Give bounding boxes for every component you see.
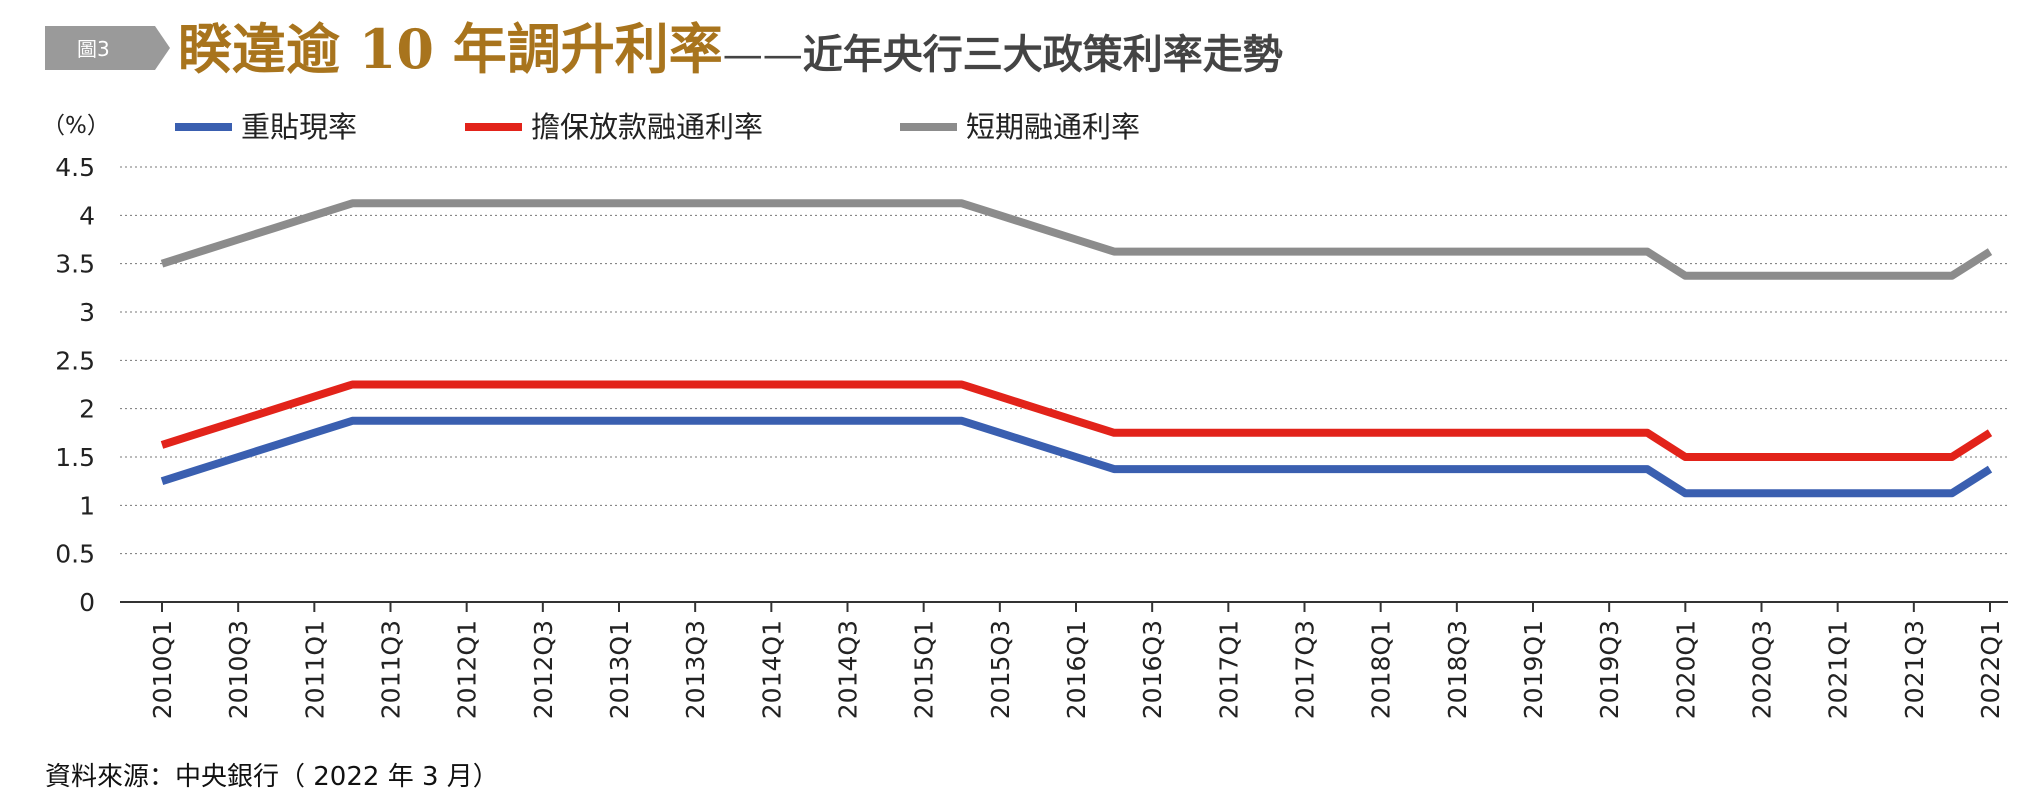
chart-title: 睽違逾 10 年調升利率——近年央行三大政策利率走勢 bbox=[178, 17, 1283, 81]
x-tick-label: 2020Q1 bbox=[1671, 620, 1700, 719]
y-tick-label: 4.5 bbox=[55, 153, 95, 182]
y-axis-ticks: 0 0.5 1 1.5 2 2.5 3 3.5 4 4.5 bbox=[55, 153, 95, 617]
source-note: 資料來源：中央銀行（ 2022 年 3 月） bbox=[45, 762, 499, 792]
series-line bbox=[160, 380, 1993, 461]
y-tick-label: 0.5 bbox=[55, 540, 95, 569]
figure-badge bbox=[45, 26, 170, 70]
x-axis-ticks: 2010Q1 2010Q3 2011Q1 2011Q3 2012Q1 2012Q3 2013… bbox=[148, 602, 2005, 719]
x-tick-label: 2021Q1 bbox=[1824, 620, 1853, 719]
y-tick-label: 3 bbox=[79, 298, 95, 327]
figure-badge-label: 圖3 bbox=[77, 37, 110, 61]
x-tick-label: 2013Q1 bbox=[605, 620, 634, 719]
x-tick-label: 2011Q1 bbox=[300, 620, 329, 719]
x-tick-label: 2020Q3 bbox=[1748, 620, 1777, 719]
x-tick-label: 2018Q1 bbox=[1367, 620, 1396, 719]
chart-subtitle: 近年央行三大政策利率走勢 bbox=[803, 31, 1283, 78]
x-tick-label: 2019Q1 bbox=[1519, 620, 1548, 719]
x-tick-label: 2017Q1 bbox=[1214, 620, 1243, 719]
x-tick-label: 2014Q3 bbox=[834, 620, 863, 719]
chart-series bbox=[160, 199, 1993, 498]
y-tick-label: 0 bbox=[79, 588, 95, 617]
y-tick-label: 1.5 bbox=[55, 443, 95, 472]
y-axis-unit-label: （%） bbox=[42, 113, 110, 139]
x-tick-label: 2021Q3 bbox=[1900, 620, 1929, 719]
series-line bbox=[160, 416, 1993, 498]
y-tick-label: 2 bbox=[79, 395, 95, 424]
legend-label: 短期融通利率 bbox=[966, 110, 1140, 144]
x-tick-label: 2015Q1 bbox=[910, 620, 939, 719]
x-tick-label: 2019Q3 bbox=[1595, 620, 1624, 719]
y-tick-label: 4 bbox=[79, 201, 95, 230]
chart-title-dash: —— bbox=[723, 32, 803, 78]
x-tick-label: 2016Q1 bbox=[1062, 620, 1091, 719]
chart-legend: 重貼現率 擔保放款融通利率 短期融通利率 bbox=[175, 110, 1140, 144]
y-tick-label: 3.5 bbox=[55, 250, 95, 279]
x-tick-label: 2015Q3 bbox=[986, 620, 1015, 719]
x-tick-label: 2018Q3 bbox=[1443, 620, 1472, 719]
x-tick-label: 2022Q1 bbox=[1976, 620, 2005, 719]
x-tick-label: 2012Q1 bbox=[453, 620, 482, 719]
x-tick-label: 2016Q3 bbox=[1138, 620, 1167, 719]
x-tick-label: 2011Q3 bbox=[377, 620, 406, 719]
legend-label: 重貼現率 bbox=[241, 110, 357, 144]
x-tick-label: 2012Q3 bbox=[529, 620, 558, 719]
x-tick-label: 2010Q1 bbox=[148, 620, 177, 719]
legend-label: 擔保放款融通利率 bbox=[531, 110, 763, 144]
x-tick-label: 2017Q3 bbox=[1291, 620, 1320, 719]
x-tick-label: 2013Q3 bbox=[681, 620, 710, 719]
y-tick-label: 2.5 bbox=[55, 346, 95, 375]
chart-header: 圖3 睽違逾 10 年調升利率——近年央行三大政策利率走勢 bbox=[45, 17, 1283, 81]
chart-title-main: 睽違逾 10 年調升利率 bbox=[178, 17, 723, 81]
series-line bbox=[160, 199, 1993, 280]
x-tick-label: 2010Q3 bbox=[224, 620, 253, 719]
y-tick-label: 1 bbox=[79, 491, 95, 520]
x-tick-label: 2014Q1 bbox=[757, 620, 786, 719]
